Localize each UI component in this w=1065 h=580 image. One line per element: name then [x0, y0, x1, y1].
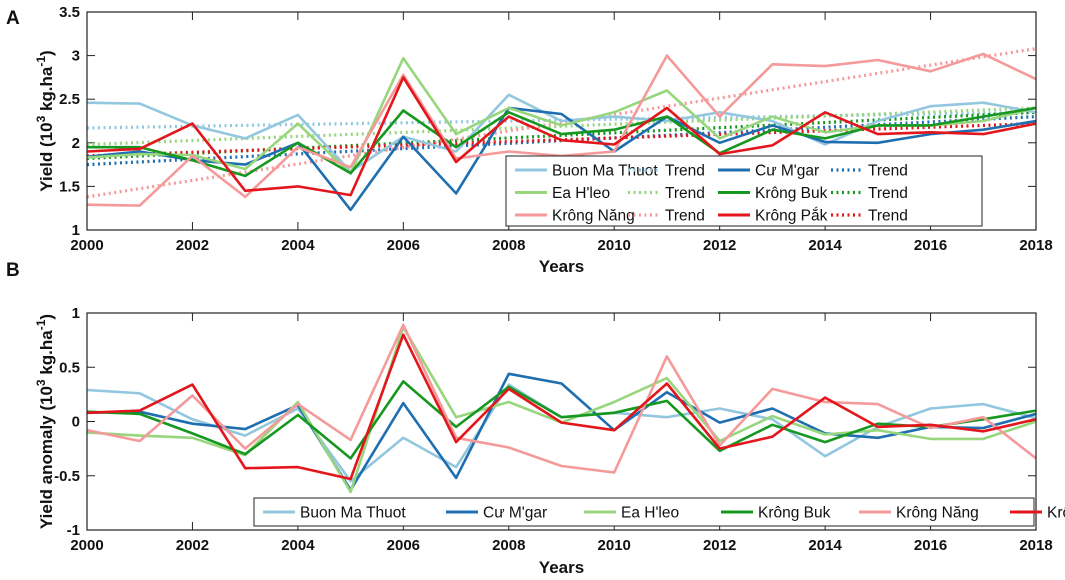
x-tick-label: 2002 — [176, 537, 209, 554]
legend-entry-cu-m-gar: Cư M'gar — [718, 163, 819, 180]
legend-entry-krong-nang: Krông Năng — [859, 505, 979, 522]
legend-label: Trend — [665, 208, 705, 225]
legend-label: Krông Pắk — [1047, 505, 1065, 522]
legend-label: Trend — [868, 185, 908, 202]
x-tick-label: 2010 — [598, 237, 631, 254]
legend-label: Cư M'gar — [755, 163, 819, 180]
legend-entry-trend: Trend — [628, 163, 705, 180]
x-tick-label: 2012 — [703, 537, 736, 554]
x-tick-label: 2006 — [387, 237, 420, 254]
legend-label: Cư M'gar — [483, 505, 547, 522]
legend-entry-trend: Trend — [628, 185, 705, 202]
x-axis-label: Years — [539, 257, 584, 276]
x-tick-label: 2018 — [1019, 537, 1052, 554]
legend-entry-ea-h-leo: Ea H'leo — [515, 185, 610, 202]
x-tick-label: 2014 — [808, 237, 842, 254]
series-line-krong-pak — [87, 333, 1036, 481]
x-tick-label: 2016 — [914, 237, 947, 254]
legend-entry-krong-nang: Krông Năng — [515, 208, 635, 225]
legend-label: Trend — [665, 163, 705, 180]
y-tick-label: 3.5 — [59, 4, 80, 21]
legend-box — [253, 497, 1035, 527]
y-tick-label: 1 — [72, 222, 80, 239]
legend-entry-trend: Trend — [831, 208, 908, 225]
legend-entry-krong-pak: Krông Pắk — [1010, 505, 1065, 522]
x-tick-label: 2002 — [176, 237, 209, 254]
x-tick-label: 2004 — [281, 537, 315, 554]
x-tick-label: 2014 — [808, 537, 842, 554]
legend-entry-cu-m-gar: Cư M'gar — [446, 505, 547, 522]
series-line-cu-m-gar — [87, 372, 1036, 492]
x-axis-label: Years — [539, 558, 584, 577]
series-line-buon-ma-thuot — [87, 93, 1036, 173]
legend-label: Krông Năng — [552, 208, 635, 225]
panel-label-a: A — [6, 8, 20, 29]
legend-entry-trend: Trend — [831, 163, 908, 180]
legend-entry-krong-pak: Krông Pắk — [718, 208, 828, 225]
legend-label: Ea H'leo — [552, 185, 610, 202]
legend-entry-trend: Trend — [628, 208, 705, 225]
series-line-cu-m-gar — [87, 106, 1036, 212]
legend-entry-ea-h-leo: Ea H'leo — [584, 505, 679, 522]
x-tick-label: 2018 — [1019, 237, 1052, 254]
y-tick-label: 3 — [72, 48, 80, 65]
series-line-krong-pak — [87, 76, 1036, 197]
legend-entry-trend: Trend — [831, 185, 908, 202]
legend-label: Buon Ma Thuot — [552, 163, 658, 180]
series-line-krong-buk — [87, 106, 1036, 178]
legend-entry-krong-buk: Krông Buk — [721, 505, 831, 522]
chart-panel-b: 2000 2002 2004 2006 2008 2010 2012 2014 2016 2018… — [6, 260, 1065, 577]
legend-entry-buon-ma-thuot: Buon Ma Thuot — [263, 505, 406, 522]
x-tick-label: 2008 — [492, 537, 525, 554]
legend-label: Krông Buk — [755, 185, 828, 202]
y-tick-label: -1 — [67, 522, 80, 539]
y-tick-label: 0 — [72, 414, 80, 431]
y-axis-label: Yield anomaly (103 kg.ha-1) — [34, 314, 56, 529]
legend-label: Trend — [665, 185, 705, 202]
x-tick-label: 2000 — [70, 237, 103, 254]
x-tick-label: 2004 — [281, 237, 315, 254]
series-line-krong-buk — [87, 380, 1036, 460]
y-tick-label: 1.5 — [59, 178, 80, 195]
panel-label-b: B — [6, 260, 20, 281]
trend-line-krong-nang — [87, 47, 1036, 199]
x-tick-label: 2000 — [70, 537, 103, 554]
legend-entry-krong-buk: Krông Buk — [718, 185, 828, 202]
legend-b: Buon Ma Thuot Cư M'gar Ea H'leo Krông Buk Kr… — [253, 497, 1065, 527]
plot-frame-b — [86, 312, 1037, 531]
legend-label: Buon Ma Thuot — [300, 505, 406, 522]
legend-label: Krông Pắk — [755, 208, 828, 225]
x-tick-label: 2006 — [387, 537, 420, 554]
legend-label: Krông Năng — [896, 505, 979, 522]
x-tick-label: 2010 — [598, 537, 631, 554]
y-tick-label: -0.5 — [54, 468, 80, 485]
legend-label: Ea H'leo — [621, 505, 679, 522]
legend-label: Trend — [868, 208, 908, 225]
series-group-b — [87, 323, 1036, 494]
y-tick-label: 2 — [72, 135, 80, 152]
y-axis-label: Yield (103 kg.ha-1) — [34, 50, 56, 191]
y-tick-label: 1 — [72, 305, 80, 322]
y-tick-label: 2.5 — [59, 91, 80, 108]
plot-frame-a — [86, 11, 1037, 231]
x-tick-label: 2008 — [492, 237, 525, 254]
x-tick-label: 2012 — [703, 237, 736, 254]
legend-label: Krông Buk — [758, 505, 831, 522]
chart-panel-a: 2000 2002 2004 2006 2008 2010 2012 2014 2016 2018… — [6, 4, 1053, 276]
legend-label: Trend — [868, 163, 908, 180]
series-line-krong-nang — [87, 323, 1036, 474]
x-tick-label: 2016 — [914, 537, 947, 554]
y-tick-label: 0.5 — [59, 359, 80, 376]
legend-entry-buon-ma-thuot: Buon Ma Thuot — [515, 163, 658, 180]
legend-a: Buon Ma Thuot Trend Cư M'gar Trend Ea H'leo T… — [505, 155, 983, 227]
